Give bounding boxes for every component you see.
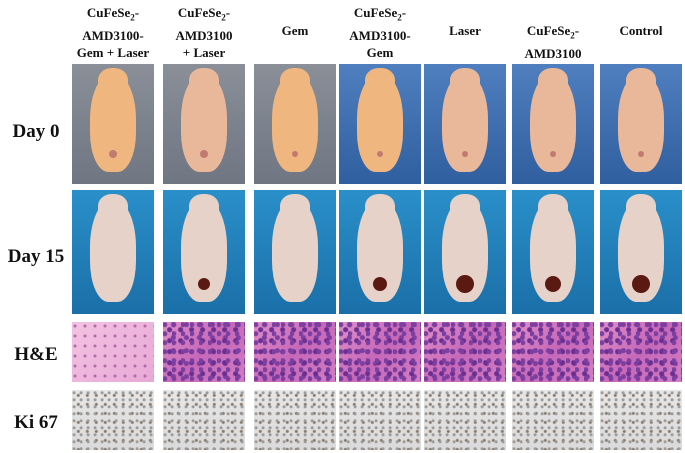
tumor-mark — [545, 276, 561, 292]
column-header-5: Laser — [449, 23, 481, 38]
mouse-head — [538, 194, 568, 220]
mouse-photo-day0-col5 — [424, 64, 506, 184]
mouse-head — [365, 194, 395, 220]
mouse-head — [365, 68, 395, 94]
he-stain-image-col5 — [424, 322, 506, 382]
mouse-head — [280, 68, 310, 94]
tumor-mark — [292, 151, 298, 157]
tumor-mark — [198, 278, 210, 290]
tumor-mark — [632, 275, 650, 293]
ki67-stain-image-col2 — [163, 390, 245, 450]
mouse-head — [98, 194, 128, 220]
mouse-photo-day15-col4 — [339, 190, 421, 314]
mouse-photo-day0-col3 — [254, 64, 336, 184]
tumor-mark — [550, 151, 556, 157]
ki67-stain-image-col4 — [339, 390, 421, 450]
mouse-head — [626, 68, 656, 94]
ki67-stain-image-col5 — [424, 390, 506, 450]
row-label-he: H&E — [14, 344, 58, 365]
mouse-head — [189, 68, 219, 94]
mouse-photo-day0-col1 — [72, 64, 154, 184]
mouse-head — [189, 194, 219, 220]
he-stain-image-col2 — [163, 322, 245, 382]
column-header-6: CuFeSe2- AMD3100 — [524, 23, 582, 61]
ki67-stain-image-col7 — [600, 390, 682, 450]
mouse-photo-day0-col4 — [339, 64, 421, 184]
mouse-photo-day15-col6 — [512, 190, 594, 314]
column-header-7: Control — [619, 23, 663, 38]
mouse-photo-day15-col7 — [600, 190, 682, 314]
row-label-day15: Day 15 — [7, 246, 65, 267]
he-stain-image-col4 — [339, 322, 421, 382]
mouse-photo-day15-col1 — [72, 190, 154, 314]
tumor-mark — [638, 151, 644, 157]
ki67-stain-image-col6 — [512, 390, 594, 450]
column-header-3: Gem — [281, 23, 309, 38]
mouse-head — [98, 68, 128, 94]
column-header-1: CuFeSe2- AMD3100- Gem + Laser — [76, 5, 150, 60]
column-header-4: CuFeSe2- AMD3100- Gem — [349, 5, 411, 60]
ki67-stain-image-col3 — [254, 390, 336, 450]
mouse-head — [450, 68, 480, 94]
mouse-head — [538, 68, 568, 94]
mouse-photo-day15-col3 — [254, 190, 336, 314]
mouse-head — [450, 194, 480, 220]
tumor-mark — [456, 275, 474, 293]
mouse-photo-day15-col2 — [163, 190, 245, 314]
column-header-2: CuFeSe2- AMD3100 + Laser — [175, 5, 233, 60]
mouse-photo-day0-col6 — [512, 64, 594, 184]
tumor-mark — [109, 150, 117, 158]
ki67-stain-image-col1 — [72, 390, 154, 450]
he-stain-image-col1 — [72, 322, 154, 382]
he-stain-image-col7 — [600, 322, 682, 382]
mouse-photo-day0-col2 — [163, 64, 245, 184]
tumor-mark — [377, 151, 383, 157]
mouse-head — [626, 194, 656, 220]
tumor-mark — [200, 150, 208, 158]
mouse-photo-day0-col7 — [600, 64, 682, 184]
he-stain-image-col6 — [512, 322, 594, 382]
he-stain-image-col3 — [254, 322, 336, 382]
row-label-day0: Day 0 — [12, 121, 60, 142]
row-label-ki67: Ki 67 — [14, 412, 58, 433]
tumor-mark — [373, 277, 387, 291]
tumor-mark — [462, 151, 468, 157]
mouse-head — [280, 194, 310, 220]
mouse-photo-day15-col5 — [424, 190, 506, 314]
